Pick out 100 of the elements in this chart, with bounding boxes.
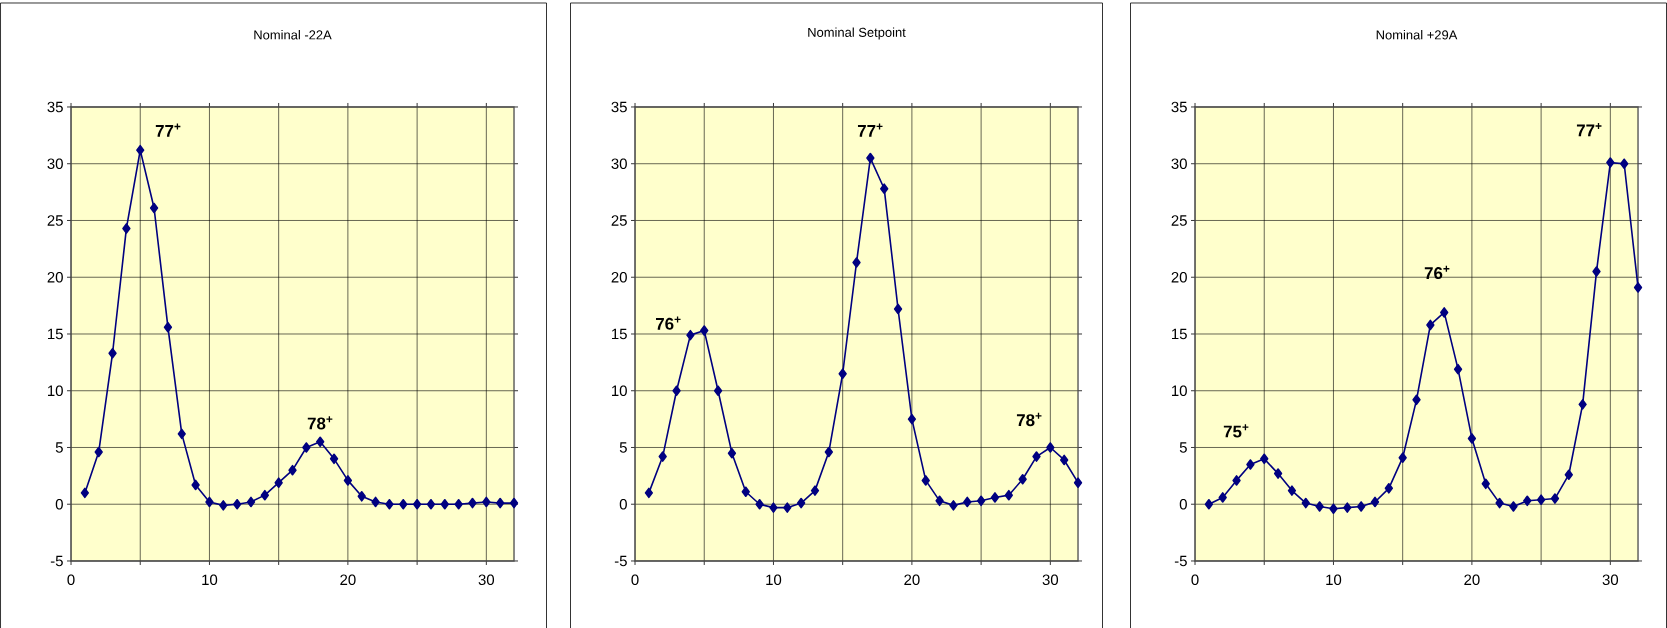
point bbox=[935, 495, 944, 507]
point bbox=[1536, 494, 1546, 505]
y-tick-label: 35 bbox=[1171, 101, 1187, 113]
point bbox=[509, 497, 519, 509]
point bbox=[191, 479, 200, 491]
point bbox=[755, 498, 764, 510]
y-tick-label: 15 bbox=[612, 328, 627, 340]
x-tick-label: 0 bbox=[67, 574, 75, 586]
point bbox=[990, 492, 1000, 503]
point bbox=[949, 500, 958, 511]
point bbox=[468, 497, 477, 509]
point bbox=[963, 496, 972, 508]
point bbox=[302, 442, 311, 453]
point bbox=[686, 329, 695, 341]
point bbox=[1412, 394, 1421, 406]
point bbox=[1329, 503, 1338, 515]
point bbox=[1046, 442, 1055, 453]
point bbox=[454, 498, 463, 510]
point bbox=[880, 183, 889, 195]
x-tick-label: 30 bbox=[478, 574, 495, 586]
point bbox=[94, 446, 103, 458]
point bbox=[1592, 266, 1601, 277]
annotation: 77$^{+}$ bbox=[155, 123, 181, 137]
point bbox=[1398, 452, 1407, 463]
point bbox=[163, 321, 173, 333]
point bbox=[852, 257, 861, 268]
y-tick-label: 10 bbox=[48, 385, 63, 397]
point bbox=[219, 500, 228, 511]
x-tick-label: 20 bbox=[1464, 574, 1480, 586]
point bbox=[658, 451, 667, 462]
annotation: 76$^{+}$ bbox=[656, 316, 681, 330]
point bbox=[672, 385, 681, 397]
point bbox=[1260, 453, 1269, 465]
point bbox=[838, 368, 847, 380]
point bbox=[1440, 307, 1449, 318]
point bbox=[741, 486, 750, 498]
y-tick-label: -5 bbox=[50, 555, 63, 567]
point bbox=[1204, 498, 1214, 510]
point bbox=[246, 496, 256, 508]
annotation: 77$^{+}$ bbox=[857, 123, 883, 137]
point bbox=[1384, 483, 1394, 494]
point bbox=[1370, 496, 1380, 508]
annotation: 77$^{+}$ bbox=[1576, 123, 1602, 137]
point bbox=[1495, 497, 1504, 509]
point bbox=[1481, 478, 1490, 490]
point bbox=[1232, 475, 1241, 486]
y-tick-label: 30 bbox=[611, 158, 627, 170]
x-tick-label: 30 bbox=[1042, 574, 1059, 586]
x-tick-label: 0 bbox=[1191, 574, 1199, 586]
point bbox=[329, 453, 339, 465]
y-tick-label: 0 bbox=[1179, 498, 1187, 510]
y-tick-label: -5 bbox=[614, 555, 627, 567]
point bbox=[1578, 399, 1587, 410]
y-tick-label: 10 bbox=[1172, 385, 1187, 397]
chart-title: Nominal -22A bbox=[254, 29, 332, 40]
point bbox=[783, 502, 792, 513]
point bbox=[644, 487, 654, 499]
x-tick-label: 10 bbox=[1326, 574, 1342, 586]
point bbox=[316, 436, 325, 448]
point bbox=[385, 498, 394, 510]
point bbox=[1060, 454, 1069, 466]
point bbox=[1356, 501, 1366, 512]
x-tick-label: 10 bbox=[202, 574, 218, 586]
point bbox=[1633, 282, 1643, 293]
point bbox=[412, 498, 422, 510]
point bbox=[1620, 158, 1629, 170]
y-tick-label: 10 bbox=[612, 385, 627, 397]
y-tick-label: -5 bbox=[1174, 555, 1187, 567]
y-tick-label: 25 bbox=[1171, 215, 1187, 226]
annotation: 78$^{+}$ bbox=[1016, 412, 1042, 427]
point bbox=[1287, 485, 1297, 496]
point bbox=[769, 502, 778, 513]
y-tick-label: 5 bbox=[55, 442, 63, 453]
point bbox=[399, 498, 408, 510]
point bbox=[1509, 501, 1518, 512]
point bbox=[426, 498, 436, 510]
point bbox=[700, 325, 709, 336]
y-tick-label: 30 bbox=[1171, 158, 1187, 170]
y-tick-label: 20 bbox=[611, 271, 627, 283]
point bbox=[1301, 497, 1310, 509]
point bbox=[80, 487, 90, 499]
y-tick-label: 35 bbox=[47, 101, 63, 113]
point bbox=[1018, 473, 1027, 485]
y-tick-label: 0 bbox=[619, 498, 627, 510]
point bbox=[1315, 501, 1324, 512]
x-tick-label: 0 bbox=[631, 574, 639, 586]
point bbox=[440, 498, 449, 510]
point bbox=[1550, 493, 1560, 504]
point bbox=[357, 490, 366, 502]
point bbox=[1032, 451, 1041, 462]
point bbox=[1523, 495, 1532, 507]
point bbox=[976, 495, 986, 507]
point bbox=[149, 202, 159, 214]
point bbox=[907, 413, 917, 425]
y-tick-label: 25 bbox=[611, 215, 627, 226]
annotation: 75$^{+}$ bbox=[1223, 424, 1249, 438]
point bbox=[482, 496, 491, 508]
point bbox=[1004, 489, 1013, 501]
y-tick-label: 5 bbox=[619, 442, 627, 453]
x-tick-label: 10 bbox=[766, 574, 782, 586]
